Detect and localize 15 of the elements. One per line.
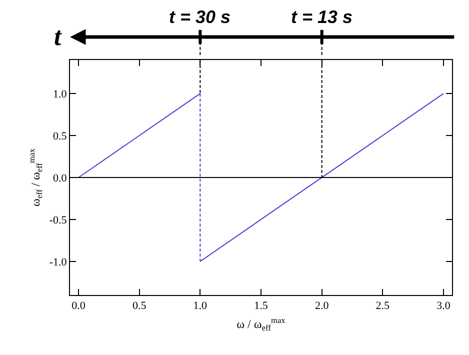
text: t — [54, 22, 62, 51]
y-tick-label: -0.5 — [49, 214, 68, 226]
y-tick-label: 1.0 — [53, 88, 68, 100]
x-tick-label: 1.5 — [254, 300, 268, 312]
text: t = 30 s — [169, 7, 231, 27]
x-tick-label: 1.0 — [193, 300, 208, 312]
x-tick-label: 3.0 — [436, 300, 451, 312]
x-tick-label: 2.0 — [314, 300, 330, 312]
y-tick-label: 0.5 — [53, 130, 68, 142]
y-tick-label: -1.0 — [49, 256, 68, 268]
text: t = 13 s — [291, 7, 353, 27]
y-tick-label: 0.0 — [53, 172, 68, 184]
x-tick-label: 2.5 — [376, 300, 390, 312]
x-tick-label: 0.0 — [72, 300, 86, 312]
x-tick-label: 0.5 — [132, 300, 147, 312]
